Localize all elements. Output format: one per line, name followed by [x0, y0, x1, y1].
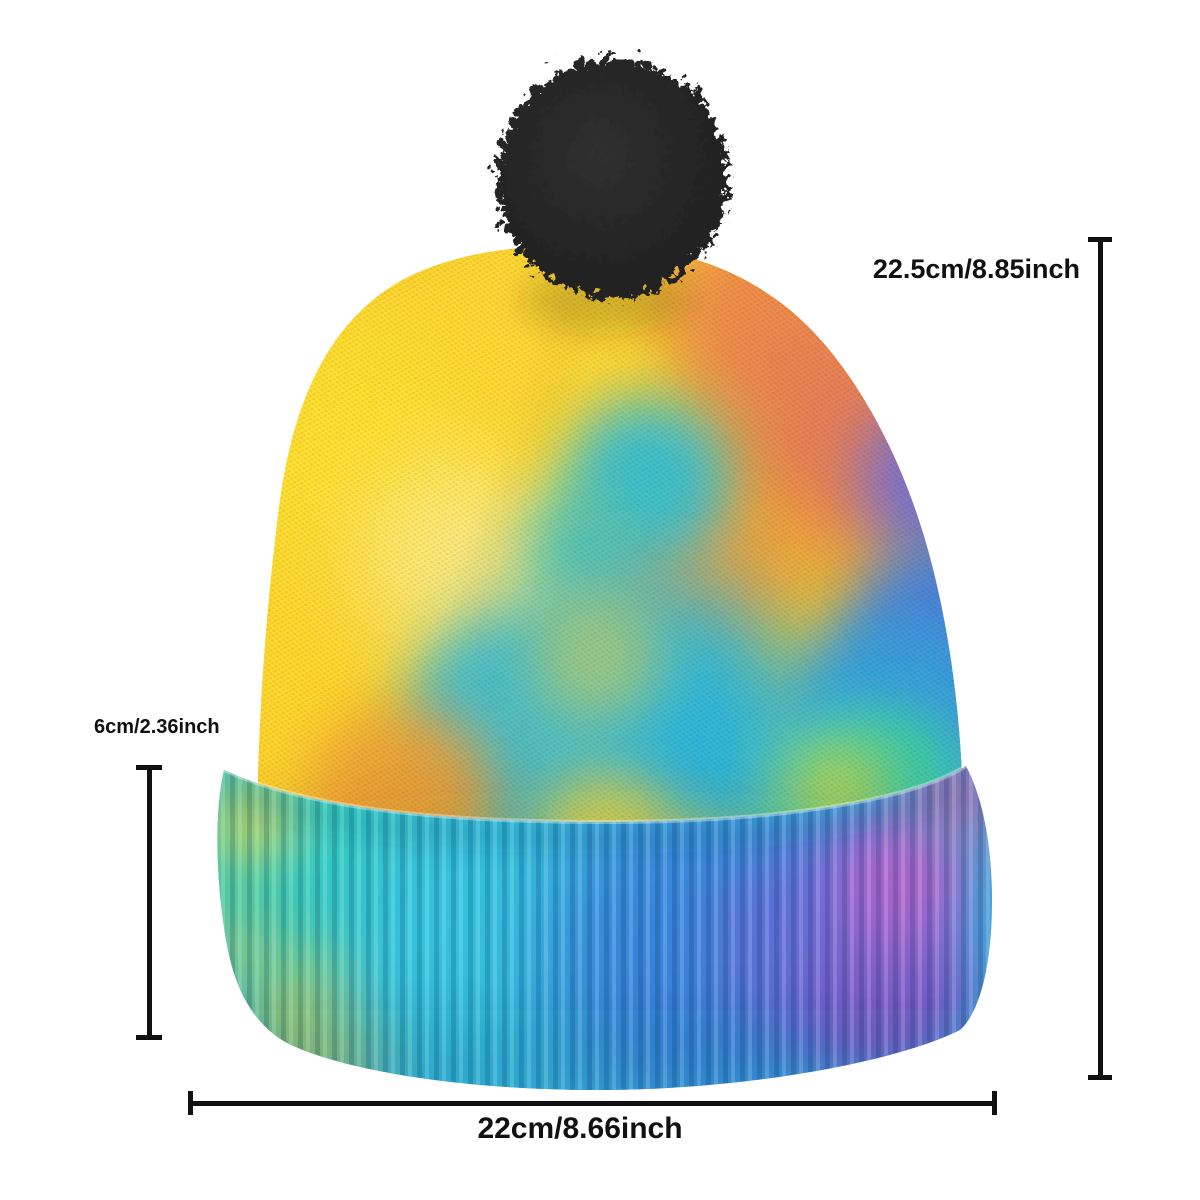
cuff-fold-highlight — [223, 764, 968, 825]
rib-texture — [217, 766, 992, 1091]
dimension-end-cap — [1088, 1075, 1112, 1080]
hat-cuff — [217, 764, 992, 1091]
dimension-end-cap — [992, 1091, 997, 1115]
dimension-bar — [146, 765, 152, 1040]
height-dimension-line — [1088, 237, 1112, 1080]
knit-texture — [256, 246, 964, 910]
pom-pom — [490, 52, 722, 292]
cuff-height-dimension-line — [136, 765, 162, 1040]
width-dimension-label: 22cm/8.66inch — [477, 1112, 683, 1145]
height-dimension-label: 22.5cm/8.85inch — [872, 254, 1080, 284]
dimension-bar — [1097, 237, 1103, 1080]
cuff-height-dimension-label: 6cm/2.36inch — [94, 716, 220, 738]
dimension-bar — [188, 1100, 997, 1106]
dimension-end-cap — [136, 1035, 162, 1040]
width-dimension-line — [188, 1091, 997, 1115]
